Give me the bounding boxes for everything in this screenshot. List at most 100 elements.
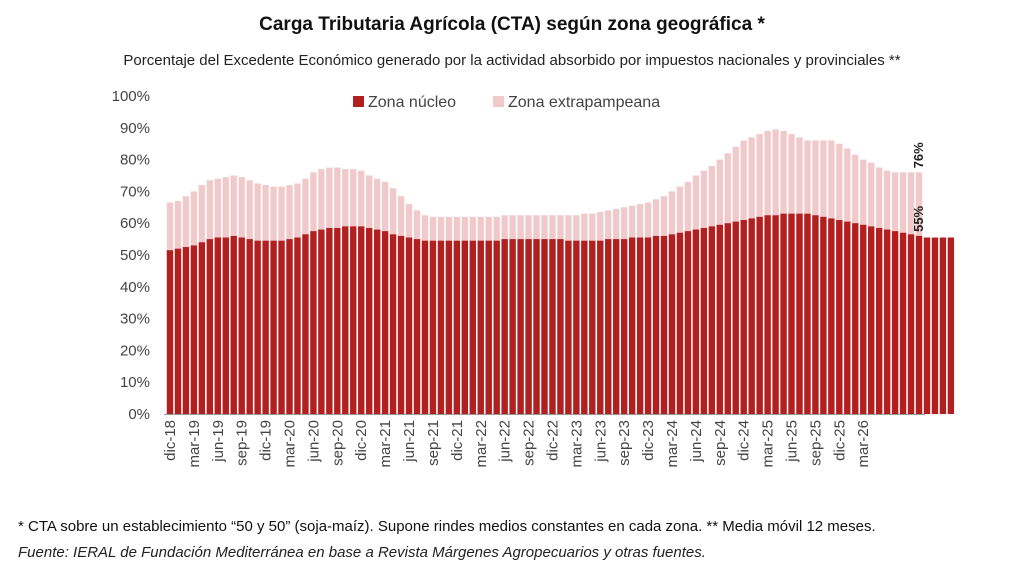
bar-nucleo (772, 215, 779, 414)
y-tick-label: 30% (120, 311, 150, 328)
bar-nucleo (708, 226, 716, 414)
y-tick-label: 70% (120, 183, 150, 200)
bar-nucleo (342, 226, 349, 414)
bar-nucleo (836, 220, 843, 414)
y-tick-label: 80% (120, 152, 150, 169)
bar-nucleo (350, 226, 357, 414)
bar-nucleo (190, 245, 198, 414)
x-tick-label: sep-21 (425, 420, 442, 466)
bar-nucleo (437, 240, 445, 414)
bar-nucleo (692, 229, 700, 414)
x-tick-label: jun-23 (592, 420, 609, 463)
bar-nucleo (613, 239, 620, 414)
bar-nucleo (477, 240, 484, 414)
bar-nucleo (254, 240, 261, 414)
x-tick-label: dic-22 (545, 420, 562, 461)
bar-nucleo (286, 239, 293, 414)
bar-nucleo (421, 240, 429, 414)
bar-nucleo (461, 240, 468, 414)
y-tick-label: 90% (120, 120, 150, 137)
bar-nucleo (501, 239, 508, 414)
bar-nucleo (883, 229, 891, 414)
bar-nucleo (573, 240, 580, 414)
bar-nucleo (852, 223, 859, 414)
x-tick-label: dic-21 (449, 420, 466, 461)
x-tick-label: sep-19 (234, 420, 251, 466)
legend-label-extrapampeana: Zona extrapampeana (508, 94, 660, 111)
bar-nucleo (182, 247, 190, 414)
y-tick-label: 50% (120, 247, 150, 264)
x-tick-label: dic-18 (162, 420, 179, 461)
legend: Zona núcleo Zona extrapampeana (353, 94, 660, 111)
bar-nucleo (939, 237, 947, 414)
bars (166, 129, 955, 415)
bar-nucleo (302, 234, 309, 414)
x-tick-label: jun-21 (401, 420, 418, 463)
x-tick-label: dic-24 (736, 420, 753, 461)
bar-nucleo (947, 237, 955, 414)
y-tick-label: 10% (120, 374, 150, 391)
bar-nucleo (788, 213, 795, 414)
bar-nucleo (174, 248, 182, 414)
bar-nucleo (381, 231, 389, 414)
bar-nucleo (262, 240, 269, 414)
bar-nucleo (222, 237, 229, 414)
bar-nucleo (493, 240, 500, 414)
bar-nucleo (668, 234, 676, 414)
bar-nucleo (891, 231, 899, 414)
bar-nucleo (334, 227, 341, 414)
bar-nucleo (389, 234, 397, 414)
bar-nucleo (684, 231, 692, 414)
bar-nucleo (780, 213, 787, 414)
bar-nucleo (270, 240, 277, 414)
x-tick-label: dic-25 (831, 420, 848, 461)
x-tick-label: dic-23 (640, 420, 657, 461)
y-tick-label: 20% (120, 342, 150, 359)
bar-nucleo (166, 250, 174, 414)
bar-nucleo (405, 237, 413, 414)
bar-nucleo (716, 224, 723, 414)
bar-nucleo (740, 220, 747, 414)
bar-nucleo (278, 240, 285, 414)
y-tick-label: 40% (120, 279, 150, 296)
legend-swatch-extrapampeana (493, 96, 504, 107)
bar-nucleo (509, 239, 516, 414)
bar-nucleo (366, 227, 373, 414)
end-label-nucleo: 55% (911, 205, 926, 231)
bar-nucleo (931, 237, 939, 414)
bar-nucleo (628, 237, 636, 414)
footnote: * CTA sobre un establecimiento “50 y 50”… (18, 518, 876, 535)
x-tick-label: mar-22 (473, 420, 490, 468)
bar-nucleo (644, 237, 652, 414)
bar-nucleo (198, 242, 206, 414)
bar-nucleo (724, 223, 731, 414)
bar-nucleo (541, 239, 548, 414)
x-axis: dic-18 mar-19 jun-19 sep-19 dic-19 mar-20 jun-… (162, 420, 872, 468)
x-tick-label: dic-20 (353, 420, 370, 461)
bar-nucleo (764, 215, 771, 414)
x-tick-label: mar-21 (377, 420, 394, 468)
bar-nucleo (844, 221, 851, 414)
y-tick-label: 100% (112, 88, 150, 105)
bar-nucleo (310, 231, 317, 414)
bar-nucleo (565, 240, 572, 414)
x-tick-label: mar-24 (664, 420, 681, 468)
bar-nucleo (660, 235, 668, 414)
bar-nucleo (828, 218, 835, 414)
chart-title: Carga Tributaria Agrícola (CTA) según zo… (259, 14, 765, 35)
x-tick-label: sep-22 (521, 420, 538, 466)
bar-nucleo (700, 227, 708, 414)
bar-nucleo (206, 239, 214, 414)
bar-nucleo (294, 237, 301, 414)
bar-nucleo (429, 240, 437, 414)
bar-nucleo (732, 221, 739, 414)
bar-nucleo (397, 235, 405, 414)
bar-nucleo (533, 239, 540, 414)
bar-nucleo (621, 239, 628, 414)
bar-nucleo (525, 239, 532, 414)
bar-nucleo (238, 237, 245, 414)
chart-subtitle: Porcentaje del Excedente Económico gener… (123, 52, 901, 69)
bar-nucleo (636, 237, 644, 414)
bar-nucleo (581, 240, 588, 414)
bar-nucleo (469, 240, 476, 414)
